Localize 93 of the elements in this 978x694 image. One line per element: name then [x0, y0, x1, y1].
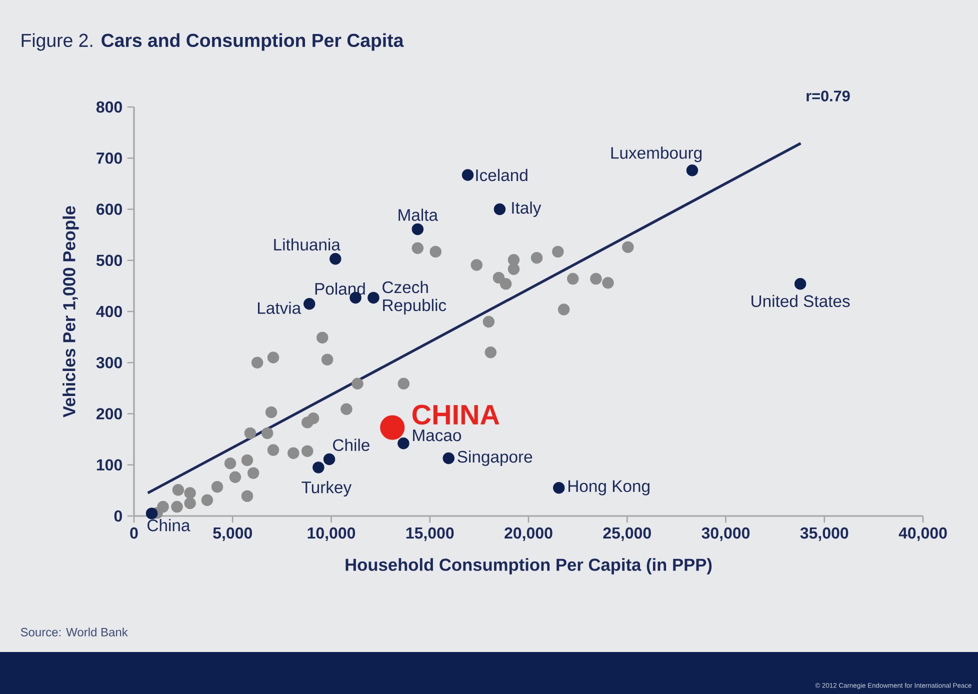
point [553, 482, 565, 494]
annotation: Hong Kong [568, 480, 650, 496]
point [184, 497, 196, 510]
point [494, 203, 506, 216]
y-tick-label: 600 [96, 204, 122, 215]
point [794, 278, 806, 290]
point [352, 378, 364, 390]
point [567, 272, 579, 285]
point [602, 277, 614, 289]
point [288, 447, 300, 459]
point [398, 378, 410, 390]
x-tick-label: 5,000 [213, 527, 252, 542]
x-tick-label: 30,000 [702, 527, 750, 542]
point [312, 462, 324, 474]
point [470, 259, 482, 271]
annotation: China [148, 519, 190, 532]
point [686, 164, 698, 176]
point [622, 241, 634, 253]
x-tick-label: 10,000 [308, 527, 356, 542]
point [267, 444, 280, 456]
y-tick-label: 800 [96, 101, 122, 113]
y-tick-label: 400 [96, 306, 122, 318]
text: r=0.79 [806, 90, 850, 102]
annotation: Turkey [302, 481, 352, 497]
point [323, 453, 336, 466]
point [261, 427, 274, 440]
point [171, 500, 183, 513]
point [482, 316, 495, 328]
point [316, 332, 328, 344]
point [241, 490, 254, 502]
point [484, 346, 497, 358]
point [267, 352, 280, 364]
x-tick-label: 35,000 [800, 527, 848, 542]
point [321, 354, 334, 366]
point [398, 438, 410, 450]
point [247, 467, 260, 479]
x-tick-label: 40,000 [898, 527, 947, 542]
y-tick-label: 500 [96, 254, 122, 266]
x-tick-label: 25,000 [603, 527, 651, 542]
point [251, 356, 264, 368]
point [307, 412, 320, 424]
y-tick-label: 200 [96, 408, 122, 420]
point [500, 278, 512, 290]
point [330, 252, 342, 265]
point [340, 403, 352, 416]
point [184, 487, 196, 499]
x-tick-label: 0 [130, 527, 138, 539]
chart-title: Figure 2. Cars and Consumption Per Capita [22, 33, 404, 51]
annotation: Iceland [476, 168, 528, 182]
point [146, 508, 158, 520]
point [508, 263, 520, 275]
annotation: Macao [413, 430, 462, 442]
point [303, 298, 316, 310]
source-note: Source: World Bank [20, 628, 128, 636]
x-tick-label: 15,000 [406, 527, 454, 542]
point [412, 223, 424, 236]
point [211, 480, 224, 493]
annotation: Malta [398, 208, 438, 221]
legend-label: CHINA [412, 404, 500, 425]
x-tick-label: 20,000 [504, 527, 552, 542]
point [590, 272, 602, 285]
point [302, 445, 314, 457]
point [224, 457, 236, 470]
point [229, 471, 242, 484]
point [442, 452, 454, 464]
y-tick-label: 700 [96, 152, 122, 164]
point [368, 292, 380, 304]
point [412, 242, 424, 254]
annotation: Poland [315, 282, 365, 295]
point [430, 246, 442, 258]
annotation: Luxembourg [611, 146, 702, 162]
y-tick-label: 300 [96, 356, 122, 368]
point [462, 169, 474, 181]
point [530, 252, 543, 264]
point [380, 415, 405, 440]
annotation: Singapore [458, 450, 532, 466]
annotation: Latvia [258, 302, 302, 314]
annotation: Lithuania [274, 238, 340, 251]
point [241, 454, 254, 466]
annotation: Czech Republic [382, 280, 446, 314]
point [244, 427, 256, 440]
annotation: United States [752, 294, 850, 308]
point [558, 304, 570, 316]
point [265, 406, 278, 418]
annotation: Chile [333, 438, 370, 451]
point [172, 484, 184, 496]
annotation: Italy [512, 201, 542, 218]
y-tick-label: 0 [114, 510, 122, 522]
x-axis-title: Household Consumption Per Capita (in PPP) [346, 558, 712, 574]
y-tick-label: 100 [96, 459, 122, 471]
y-axis-title: Vehicles Per 1,000 People [62, 206, 79, 418]
point [201, 494, 214, 506]
point [552, 246, 564, 258]
